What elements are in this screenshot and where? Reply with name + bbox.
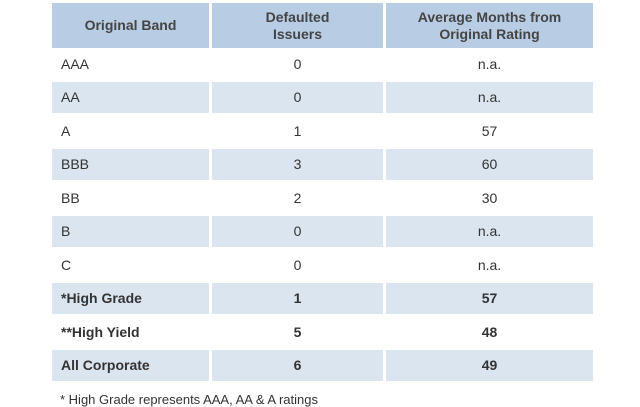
header-label: Original Band: [84, 17, 177, 33]
header-label: Defaulted Issuers: [265, 8, 330, 42]
band-cell: AAA: [52, 48, 212, 82]
header-average-months: Average Months from Original Rating: [386, 3, 593, 48]
band-cell: AA: [52, 81, 212, 115]
defaulted-cell: 0: [212, 81, 386, 115]
months-cell: n.a.: [386, 81, 593, 115]
months-cell: 49: [386, 349, 593, 383]
defaulted-cell: 0: [212, 215, 386, 249]
band-cell: BBB: [52, 148, 212, 182]
defaulted-cell: 1: [212, 282, 386, 316]
defaulted-cell: 2: [212, 182, 386, 216]
defaulted-cell: 3: [212, 148, 386, 182]
header-label: Average Months from Original Rating: [417, 8, 562, 42]
defaulted-cell: 1: [212, 115, 386, 149]
band-cell: *High Grade: [52, 282, 212, 316]
band-cell: A: [52, 115, 212, 149]
band-cell: C: [52, 249, 212, 283]
defaulted-cell: 0: [212, 249, 386, 283]
months-cell: 57: [386, 282, 593, 316]
header-original-band: Original Band: [52, 3, 212, 48]
months-cell: 48: [386, 316, 593, 350]
months-cell: n.a.: [386, 215, 593, 249]
defaulted-cell: 0: [212, 48, 386, 82]
months-cell: 57: [386, 115, 593, 149]
band-cell: BB: [52, 182, 212, 216]
months-cell: n.a.: [386, 48, 593, 82]
defaulted-cell: 6: [212, 349, 386, 383]
defaulted-cell: 5: [212, 316, 386, 350]
months-cell: n.a.: [386, 249, 593, 283]
band-cell: All Corporate: [52, 349, 212, 383]
months-cell: 60: [386, 148, 593, 182]
band-cell: **High Yield: [52, 316, 212, 350]
months-cell: 30: [386, 182, 593, 216]
header-defaulted-issuers: Defaulted Issuers: [212, 3, 386, 48]
band-cell: B: [52, 215, 212, 249]
ratings-table: Original Band Defaulted Issuers Average …: [52, 3, 593, 383]
